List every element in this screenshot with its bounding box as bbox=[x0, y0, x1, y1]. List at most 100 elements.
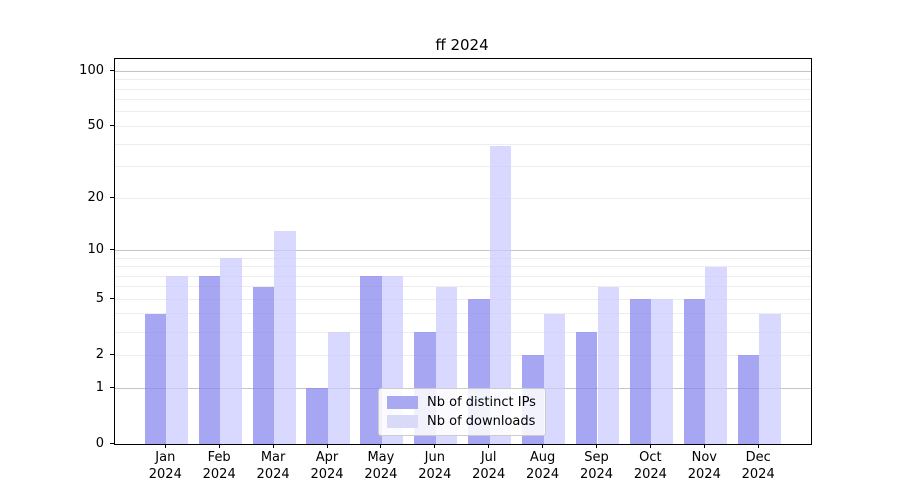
bar-downloads bbox=[166, 276, 188, 444]
bar-distinct-ips bbox=[629, 299, 652, 444]
gridline-minor bbox=[115, 197, 811, 199]
bar-downloads bbox=[274, 230, 296, 444]
bar-downloads bbox=[489, 146, 512, 444]
x-tick-label: Jul 2024 bbox=[454, 449, 524, 483]
bar-distinct-ips bbox=[683, 299, 706, 444]
bar-distinct-ips bbox=[306, 388, 328, 444]
bar-downloads bbox=[651, 299, 673, 444]
gridline-minor bbox=[115, 125, 811, 127]
x-tick-year: 2024 bbox=[364, 467, 398, 482]
gridline-minor bbox=[115, 99, 811, 101]
bar-distinct-ips bbox=[198, 276, 221, 444]
gridline-minor bbox=[115, 298, 811, 300]
x-tick-mark bbox=[542, 444, 544, 448]
y-tick-label: 2 bbox=[95, 346, 104, 362]
x-tick-year: 2024 bbox=[310, 467, 344, 482]
y-tick-mark bbox=[110, 353, 114, 355]
bar-downloads bbox=[328, 332, 350, 444]
y-tick-label: 5 bbox=[95, 290, 104, 306]
gridline-minor bbox=[115, 331, 811, 333]
x-tick-mark bbox=[596, 444, 597, 448]
x-tick-label: Jun 2024 bbox=[400, 449, 470, 483]
bar-downloads bbox=[705, 266, 727, 444]
plot-area bbox=[114, 58, 812, 445]
gridline-minor bbox=[115, 143, 811, 145]
x-tick-label: Feb 2024 bbox=[184, 449, 254, 483]
legend-item-distinct-ips: Nb of distinct IPs bbox=[387, 395, 536, 410]
bar-downloads bbox=[759, 313, 781, 444]
chart-title: ff 2024 bbox=[435, 36, 489, 54]
gridline-minor bbox=[115, 88, 811, 90]
legend: Nb of distinct IPs Nb of downloads bbox=[378, 388, 546, 436]
bar-downloads bbox=[220, 258, 242, 444]
y-tick-label: 0 bbox=[95, 435, 104, 451]
bar-distinct-ips bbox=[144, 313, 167, 444]
x-tick-year: 2024 bbox=[741, 467, 775, 482]
bar-distinct-ips bbox=[360, 276, 382, 444]
y-tick-mark bbox=[110, 248, 114, 250]
y-tick-mark bbox=[110, 442, 114, 444]
x-tick-mark bbox=[218, 444, 220, 448]
y-tick-label: 20 bbox=[87, 189, 104, 205]
y-tick-mark bbox=[110, 386, 114, 388]
gridline-minor bbox=[115, 313, 811, 315]
y-tick-mark bbox=[110, 124, 114, 126]
legend-swatch-distinct-ips bbox=[387, 396, 418, 409]
x-tick-mark bbox=[649, 444, 651, 448]
x-tick-year: 2024 bbox=[579, 467, 614, 482]
x-tick-month: Nov bbox=[691, 450, 717, 465]
x-tick-year: 2024 bbox=[687, 467, 721, 482]
x-tick-mark bbox=[272, 444, 274, 448]
y-tick-mark bbox=[110, 69, 114, 71]
x-tick-label: Mar 2024 bbox=[238, 449, 308, 483]
x-tick-mark bbox=[703, 444, 705, 448]
gridline-major bbox=[115, 249, 811, 251]
x-tick-month: Jul bbox=[480, 450, 497, 465]
y-tick-label: 1 bbox=[95, 379, 104, 395]
bar-distinct-ips bbox=[252, 286, 275, 444]
x-tick-label: Oct 2024 bbox=[615, 449, 685, 483]
gridline-minor bbox=[115, 166, 811, 168]
gridline-minor bbox=[115, 275, 811, 277]
x-tick-month: Oct bbox=[639, 450, 662, 465]
gridline-major bbox=[115, 70, 811, 72]
x-tick-month: May bbox=[367, 450, 395, 465]
x-tick-label: Dec 2024 bbox=[723, 449, 793, 483]
x-tick-month: Dec bbox=[745, 450, 771, 465]
x-tick-year: 2024 bbox=[256, 467, 290, 482]
x-tick-year: 2024 bbox=[526, 467, 560, 482]
gridline-minor bbox=[115, 266, 811, 267]
y-tick-mark bbox=[110, 196, 114, 198]
legend-item-downloads: Nb of downloads bbox=[387, 414, 536, 429]
x-tick-year: 2024 bbox=[418, 467, 452, 482]
y-tick-label: 100 bbox=[79, 62, 104, 78]
x-tick-month: Feb bbox=[207, 450, 231, 465]
x-tick-month: Apr bbox=[315, 450, 339, 465]
x-tick-label: Sep 2024 bbox=[562, 449, 632, 483]
x-tick-label: May 2024 bbox=[346, 449, 416, 483]
bar-distinct-ips bbox=[737, 355, 760, 444]
x-tick-label: Aug 2024 bbox=[508, 449, 578, 483]
x-tick-mark bbox=[164, 444, 166, 448]
bar-downloads bbox=[597, 286, 620, 444]
legend-label-distinct-ips: Nb of distinct IPs bbox=[427, 395, 536, 410]
legend-swatch-downloads bbox=[387, 415, 418, 428]
gridline-minor bbox=[115, 79, 811, 81]
x-tick-year: 2024 bbox=[202, 467, 236, 482]
y-tick-label: 10 bbox=[87, 241, 104, 257]
x-tick-year: 2024 bbox=[472, 467, 506, 482]
x-tick-mark bbox=[380, 444, 382, 448]
gridline-minor bbox=[115, 354, 811, 356]
x-tick-month: Jun bbox=[424, 450, 445, 465]
x-tick-label: Jan 2024 bbox=[130, 449, 200, 483]
x-tick-month: Aug bbox=[529, 450, 556, 465]
x-tick-label: Apr 2024 bbox=[292, 449, 362, 483]
x-tick-month: Sep bbox=[584, 450, 609, 465]
x-tick-mark bbox=[326, 444, 328, 448]
x-tick-month: Mar bbox=[260, 450, 286, 465]
gridline-minor bbox=[115, 111, 811, 113]
gridline-minor bbox=[115, 257, 811, 259]
y-tick-label: 50 bbox=[87, 117, 104, 133]
x-tick-year: 2024 bbox=[148, 467, 182, 482]
